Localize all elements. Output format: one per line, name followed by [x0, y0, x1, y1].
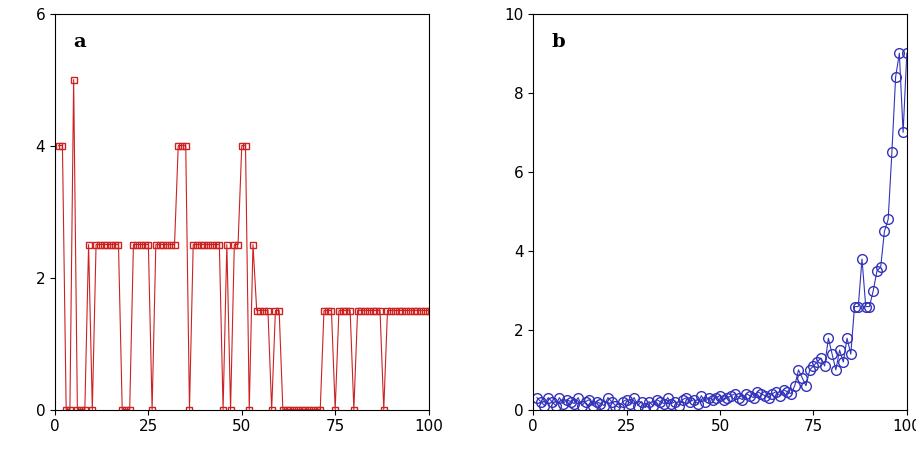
Text: a: a [73, 34, 86, 51]
Text: b: b [551, 34, 565, 51]
